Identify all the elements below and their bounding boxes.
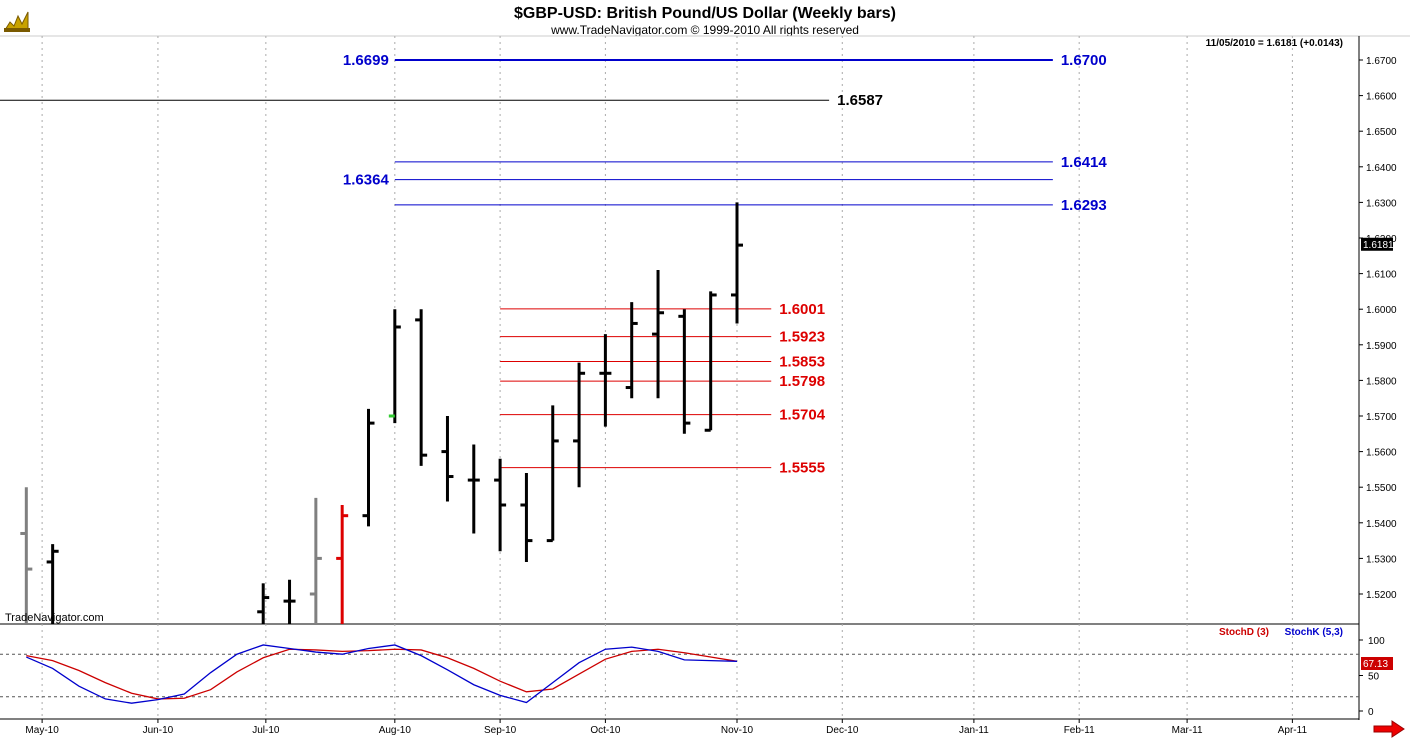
ohlc-bar-11 — [494, 458, 507, 552]
price-axis: 1.5200 1.5300 1.5400 1.5500 1.5600 1.5700 1.58… — [1359, 56, 1397, 601]
current-price-tag: 1.6181 — [1361, 237, 1394, 251]
price-tick-label-2: 1.5400 — [1366, 519, 1397, 530]
ohlc-bar-9 — [441, 416, 454, 502]
date-tick-label-0: May-10 — [25, 725, 59, 736]
date-axis: May-10 Jun-10 Jul-10 Aug-10 Sep-10 Oct-10 Nov-… — [25, 719, 1307, 736]
price-tick-label-14: 1.6600 — [1366, 92, 1397, 103]
ohlc-bar-3 — [283, 579, 296, 624]
level-label-right-1.5555: 1.5555 — [779, 460, 825, 477]
level-label-right-1.6700: 1.6700 — [1061, 52, 1107, 69]
level-label-right-1.6587: 1.6587 — [837, 92, 883, 109]
scroll-right-arrow-icon[interactable] — [1373, 720, 1405, 738]
price-tick-label-7: 1.5900 — [1366, 341, 1397, 352]
ohlc-bar-20 — [731, 202, 743, 324]
ohlc-bar-19 — [704, 291, 717, 432]
date-tick-label-4: Sep-10 — [484, 725, 517, 736]
ohlc-bar-1 — [46, 544, 59, 624]
stoch-series-1 — [26, 644, 738, 704]
stochastic-panel — [0, 644, 1359, 704]
ohlc-bar-8 — [415, 309, 428, 466]
stoch-value-tag-text: 67.13 — [1363, 659, 1388, 670]
level-label-right-1.5853: 1.5853 — [779, 354, 825, 371]
copyright-text: www.TradeNavigator.com © 1999-2010 All r… — [550, 23, 859, 37]
ohlc-bar-13 — [546, 405, 559, 543]
date-tick-label-6: Nov-10 — [721, 725, 754, 736]
ohlc-bar-14 — [573, 362, 586, 488]
date-tick-label-9: Feb-11 — [1064, 725, 1095, 736]
price-tick-label-11: 1.6300 — [1366, 198, 1397, 209]
date-tick-label-1: Jun-10 — [143, 725, 174, 736]
date-tick-label-10: Mar-11 — [1172, 725, 1203, 736]
ohlc-bars — [20, 202, 743, 624]
price-levels: 1.6699 1.6700 1.6587 1.6414 1.6364 1.6293 1.60… — [0, 52, 1107, 477]
level-label-right-1.6414: 1.6414 — [1061, 154, 1108, 171]
date-tick-label-8: Jan-11 — [959, 725, 989, 736]
current-price-tag-text: 1.6181 — [1363, 240, 1394, 251]
level-label-right-1.6293: 1.6293 — [1061, 197, 1107, 214]
ohlc-bar-16 — [625, 302, 638, 399]
ohlc-bar-18 — [678, 309, 691, 434]
price-tick-label-15: 1.6700 — [1366, 56, 1397, 67]
stochastic-axis: 0 50 100 — [1359, 636, 1385, 718]
stoch-series-0 — [26, 648, 738, 700]
vertical-gridlines — [41, 36, 1293, 719]
chart-title: $GBP-USD: British Pound/US Dollar (Weekl… — [514, 5, 896, 22]
stoch-tick-label-2: 100 — [1368, 636, 1385, 647]
price-tick-label-8: 1.6000 — [1366, 305, 1397, 316]
ohlc-bar-15 — [599, 334, 612, 427]
date-tick-label-2: Jul-10 — [252, 725, 280, 736]
price-tick-label-0: 1.5200 — [1366, 590, 1397, 601]
legend-stochd: StochD (3) — [1219, 627, 1269, 638]
level-label-right-1.5923: 1.5923 — [779, 329, 825, 346]
date-tick-label-11: Apr-11 — [1278, 725, 1308, 736]
price-tick-label-3: 1.5500 — [1366, 483, 1397, 494]
ohlc-bar-4 — [309, 497, 322, 624]
price-tick-label-1: 1.5300 — [1366, 554, 1397, 565]
level-label-left-1.6364: 1.6364 — [343, 172, 390, 189]
watermark-text: TradeNavigator.com — [5, 612, 104, 624]
price-tick-label-9: 1.6100 — [1366, 270, 1397, 281]
level-label-right-1.5798: 1.5798 — [779, 373, 825, 390]
ohlc-bar-10 — [467, 444, 480, 534]
level-label-left-1.6700: 1.6699 — [343, 52, 389, 69]
price-tick-label-13: 1.6500 — [1366, 127, 1397, 138]
ohlc-bar-6 — [362, 408, 375, 527]
tradenavigator-logo-icon[interactable] — [2, 2, 32, 34]
stoch-tick-label-0: 0 — [1368, 707, 1374, 718]
ohlc-bar-7 — [388, 309, 401, 424]
ohlc-bar-0 — [20, 487, 33, 624]
level-label-right-1.5704: 1.5704 — [779, 407, 826, 424]
price-panel-frame — [0, 35, 1410, 720]
date-tick-label-7: Dec-10 — [826, 725, 859, 736]
ohlc-bar-2 — [257, 583, 270, 624]
legend-stochk: StochK (5,3) — [1285, 627, 1343, 638]
stoch-tick-label-1: 50 — [1368, 672, 1380, 683]
date-tick-label-5: Oct-10 — [590, 725, 620, 736]
ohlc-bar-17 — [652, 270, 665, 399]
price-tick-label-12: 1.6400 — [1366, 163, 1397, 174]
price-tick-label-4: 1.5600 — [1366, 448, 1397, 459]
date-tick-label-3: Aug-10 — [379, 725, 412, 736]
price-tick-label-6: 1.5800 — [1366, 376, 1397, 387]
stoch-value-tag: 67.13 — [1361, 657, 1393, 670]
last-quote-text: 11/05/2010 = 1.6181 (+0.0143) — [1206, 38, 1343, 49]
ohlc-bar-12 — [520, 472, 533, 562]
level-label-right-1.6001: 1.6001 — [779, 301, 825, 318]
ohlc-bar-5 — [336, 505, 349, 624]
price-tick-label-5: 1.5700 — [1366, 412, 1397, 423]
